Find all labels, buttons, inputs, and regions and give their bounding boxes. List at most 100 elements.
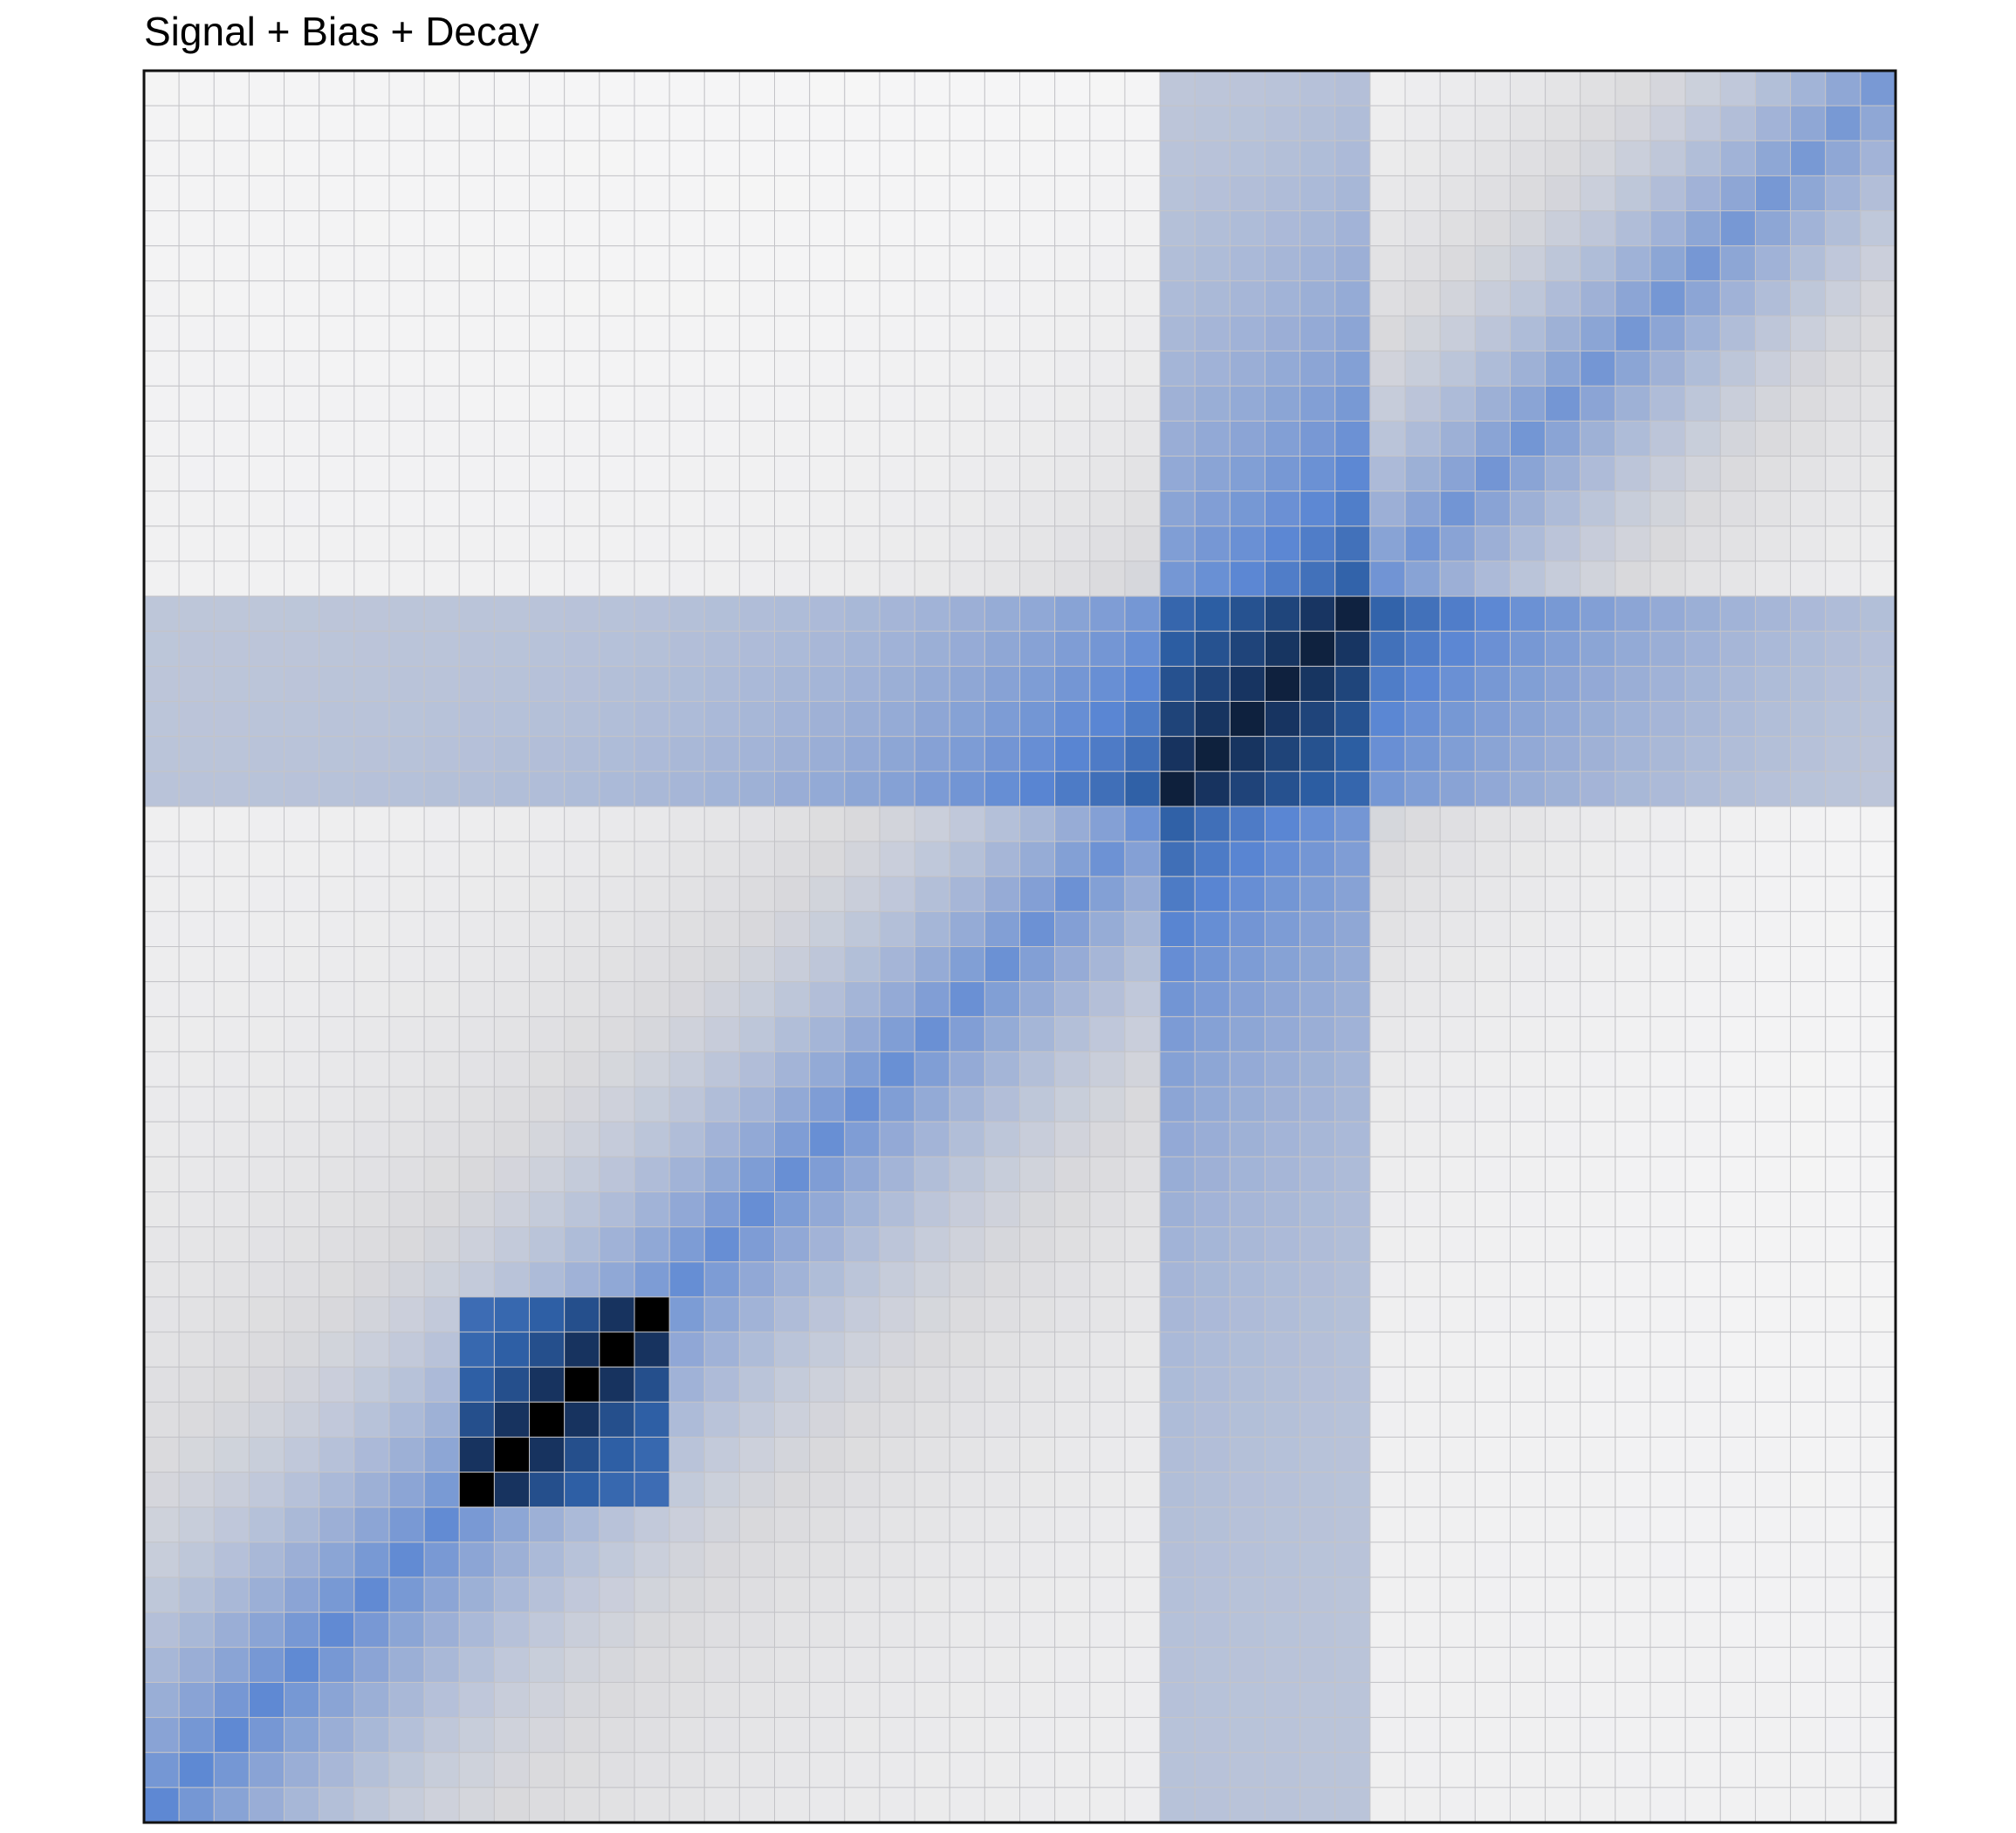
heatmap-cell: [774, 1787, 811, 1823]
heatmap-cell: [634, 1611, 670, 1648]
heatmap-cell: [1790, 1296, 1827, 1333]
heatmap-cell: [599, 736, 635, 772]
heatmap-cell: [984, 1401, 1020, 1438]
heatmap-cell: [1474, 1051, 1511, 1088]
heatmap-cell: [284, 841, 320, 877]
heatmap-cell: [1369, 456, 1406, 492]
heatmap-cell: [1825, 245, 1862, 282]
heatmap-cell: [1580, 1331, 1616, 1368]
heatmap-cell: [1124, 630, 1161, 667]
heatmap-cell: [1404, 1787, 1441, 1823]
heatmap-cell: [844, 1576, 881, 1613]
heatmap-cell: [493, 420, 531, 457]
heatmap-cell: [634, 1331, 670, 1368]
heatmap-cell: [178, 1191, 215, 1228]
heatmap-cell: [809, 1611, 846, 1648]
heatmap-cell: [1474, 1016, 1511, 1053]
heatmap-cell: [248, 1717, 285, 1754]
heatmap-cell: [809, 1051, 846, 1088]
heatmap-cell: [1474, 1507, 1511, 1543]
heatmap-cell: [143, 1226, 180, 1263]
heatmap-cell: [1264, 1226, 1301, 1263]
heatmap-cell: [1124, 1331, 1161, 1368]
heatmap-cell: [1264, 350, 1301, 387]
heatmap-cell: [1019, 491, 1056, 527]
heatmap-cell: [353, 245, 390, 282]
heatmap-cell: [949, 1787, 985, 1823]
heatmap-cell: [1790, 525, 1827, 562]
heatmap-cell: [1229, 140, 1265, 176]
heatmap-cell: [248, 1752, 285, 1788]
heatmap-cell: [1439, 1787, 1476, 1823]
heatmap-cell: [248, 1472, 285, 1508]
heatmap-cell: [1404, 456, 1441, 492]
heatmap-cell: [1054, 1717, 1091, 1754]
heatmap-cell: [1615, 1717, 1651, 1754]
heatmap-cell: [1124, 595, 1161, 632]
heatmap-cell: [669, 736, 705, 772]
heatmap-cell: [1615, 981, 1651, 1018]
heatmap-cell: [1474, 1541, 1511, 1578]
heatmap-cell: [213, 1576, 250, 1613]
heatmap-cell: [213, 1787, 250, 1823]
heatmap-cell: [1159, 981, 1196, 1018]
heatmap-cell: [388, 385, 425, 422]
heatmap-cell: [1019, 1051, 1056, 1088]
heatmap-cell: [1194, 1576, 1231, 1613]
heatmap-cell: [1439, 1611, 1476, 1648]
heatmap-cell: [388, 105, 425, 141]
heatmap-cell: [1089, 1717, 1126, 1754]
heatmap-cell: [599, 1436, 635, 1473]
heatmap-cell: [493, 1611, 531, 1648]
heatmap-cell: [248, 806, 285, 842]
heatmap-cell: [248, 1507, 285, 1543]
heatmap-cell: [844, 981, 881, 1018]
heatmap-cell: [1474, 1681, 1511, 1719]
heatmap-cell: [1264, 806, 1301, 842]
heatmap-cell: [1825, 946, 1862, 983]
heatmap-cell: [738, 280, 776, 317]
heatmap-cell: [388, 910, 425, 947]
heatmap-cell: [809, 771, 846, 807]
heatmap-cell: [1615, 70, 1651, 106]
heatmap-cell: [844, 1156, 881, 1192]
heatmap-cell: [1334, 315, 1371, 352]
heatmap-cell: [1509, 1717, 1546, 1754]
heatmap-cell: [703, 1296, 740, 1333]
heatmap-cell: [1334, 491, 1371, 527]
heatmap-cell: [178, 701, 215, 738]
heatmap-cell: [1790, 1086, 1827, 1122]
heatmap-cell: [1545, 1331, 1581, 1368]
heatmap-cell: [319, 806, 355, 842]
heatmap-cell: [1649, 771, 1686, 807]
heatmap-cell: [529, 1436, 566, 1473]
heatmap-cell: [1790, 910, 1827, 947]
heatmap-cell: [388, 1191, 425, 1228]
heatmap-cell: [213, 210, 250, 247]
heatmap-cell: [1089, 1191, 1126, 1228]
heatmap-cell: [1089, 1156, 1126, 1192]
heatmap-cell: [984, 420, 1020, 457]
heatmap-cell: [353, 420, 390, 457]
heatmap-cell: [1194, 280, 1231, 317]
heatmap-cell: [1860, 981, 1896, 1018]
heatmap-cell: [319, 560, 355, 597]
heatmap-cell: [634, 175, 670, 212]
heatmap-cell: [213, 1507, 250, 1543]
heatmap-cell: [1229, 525, 1265, 562]
heatmap-cell: [213, 1191, 250, 1228]
heatmap-cell: [1439, 771, 1476, 807]
heatmap-cell: [143, 350, 180, 387]
heatmap-cell: [1719, 1331, 1756, 1368]
heatmap-cell: [949, 1261, 985, 1298]
heatmap-cell: [634, 1016, 670, 1053]
heatmap-cell: [493, 175, 531, 212]
heatmap-cell: [143, 175, 180, 212]
heatmap-cell: [319, 771, 355, 807]
heatmap-cell: [1264, 1752, 1301, 1788]
heatmap-cell: [1229, 875, 1265, 912]
heatmap-cell: [388, 491, 425, 527]
heatmap-cell: [1719, 1752, 1756, 1788]
heatmap-cell: [949, 1681, 985, 1719]
heatmap-cell: [1860, 736, 1896, 772]
